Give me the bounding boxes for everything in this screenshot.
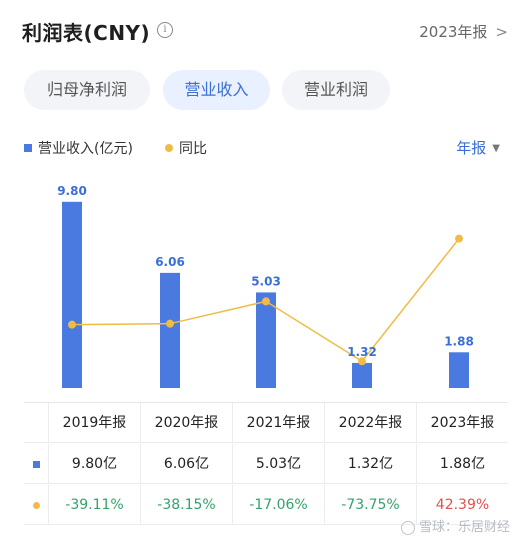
period-selector-label: 年报 [456,139,487,157]
dot-marker-icon [32,502,40,509]
table-cell-yoy: -39.11% [48,485,140,525]
chart-bar [352,362,372,388]
bar-value-label: 5.03 [251,274,281,288]
page-title: 利润表(CNY) [22,21,151,45]
chart-bar [160,272,180,388]
header: 利润表(CNY) i 2023年报 > [0,0,522,62]
yoy-point [455,234,463,243]
yoy-point [358,357,366,366]
info-icon[interactable]: i [157,22,173,38]
table-header-cell: 2020年报 [140,403,232,443]
legend-bar-swatch [24,144,32,152]
period-selector[interactable]: 年报 ▼ [456,137,500,158]
table-header-row: 2019年报 2020年报 2021年报 2022年报 2023年报 [24,403,508,443]
chart-bar [62,201,82,388]
revenue-row-marker [24,444,48,484]
snowball-logo-icon [400,520,415,535]
legend-revenue-label: 营业收入(亿元) [38,141,133,157]
revenue-chart: 9.80 6.06 5.03 1.32 1.88 [57,184,474,388]
table-header-cell: 2021年报 [232,403,324,443]
legend-dot-swatch [165,144,173,152]
table-cell-revenue: 1.88亿 [416,444,508,484]
yoy-point [68,320,76,329]
data-table: 2019年报 2020年报 2021年报 2022年报 2023年报 9.80亿… [24,402,508,525]
chart-bar [256,292,276,388]
table-cell-yoy: -73.75% [324,485,416,525]
tab-net-profit[interactable]: 归母净利润 [24,70,150,110]
table-cell-revenue: 1.32亿 [324,444,416,484]
legend-item-revenue[interactable]: 营业收入(亿元) [24,138,133,158]
table-cell-yoy: -38.15% [140,485,232,525]
table-cell-revenue: 5.03亿 [232,444,324,484]
table-cell-revenue: 9.80亿 [48,444,140,484]
table-cell-revenue: 6.06亿 [140,444,232,484]
chevron-right-icon: > [495,23,508,41]
bar-value-label: 9.80 [57,184,87,198]
tab-revenue[interactable]: 营业收入 [163,70,270,110]
triangle-down-icon: ▼ [492,143,500,154]
yoy-point [262,297,270,306]
table-row-yoy: -39.11% -38.15% -17.06% -73.75% 42.39% [24,485,508,525]
watermark: 雪球：乐居财经 [400,516,510,535]
table-cell-yoy: -17.06% [232,485,324,525]
table-header-cell: 2019年报 [48,403,140,443]
bar-value-label: 1.88 [444,334,474,348]
yoy-row-marker [24,485,48,525]
legend-yoy-label: 同比 [179,141,207,157]
table-header-corner [24,403,48,443]
table-cell-yoy: 42.39% [416,485,508,525]
table-header-cell: 2022年报 [324,403,416,443]
legend-item-yoy[interactable]: 同比 [165,138,207,158]
table-row-revenue: 9.80亿 6.06亿 5.03亿 1.32亿 1.88亿 [24,444,508,484]
watermark-text: 雪球：乐居财经 [418,520,510,535]
bar-value-label: 6.06 [155,255,185,269]
report-selector[interactable]: 2023年报 > [419,21,508,42]
bar-value-label: 1.32 [347,345,377,359]
tab-operating-profit[interactable]: 营业利润 [282,70,390,110]
bar-marker-icon [32,461,40,468]
report-selector-label: 2023年报 [419,23,488,41]
table-header-cell: 2023年报 [416,403,508,443]
chart-bar [449,352,469,388]
yoy-point [166,319,174,328]
